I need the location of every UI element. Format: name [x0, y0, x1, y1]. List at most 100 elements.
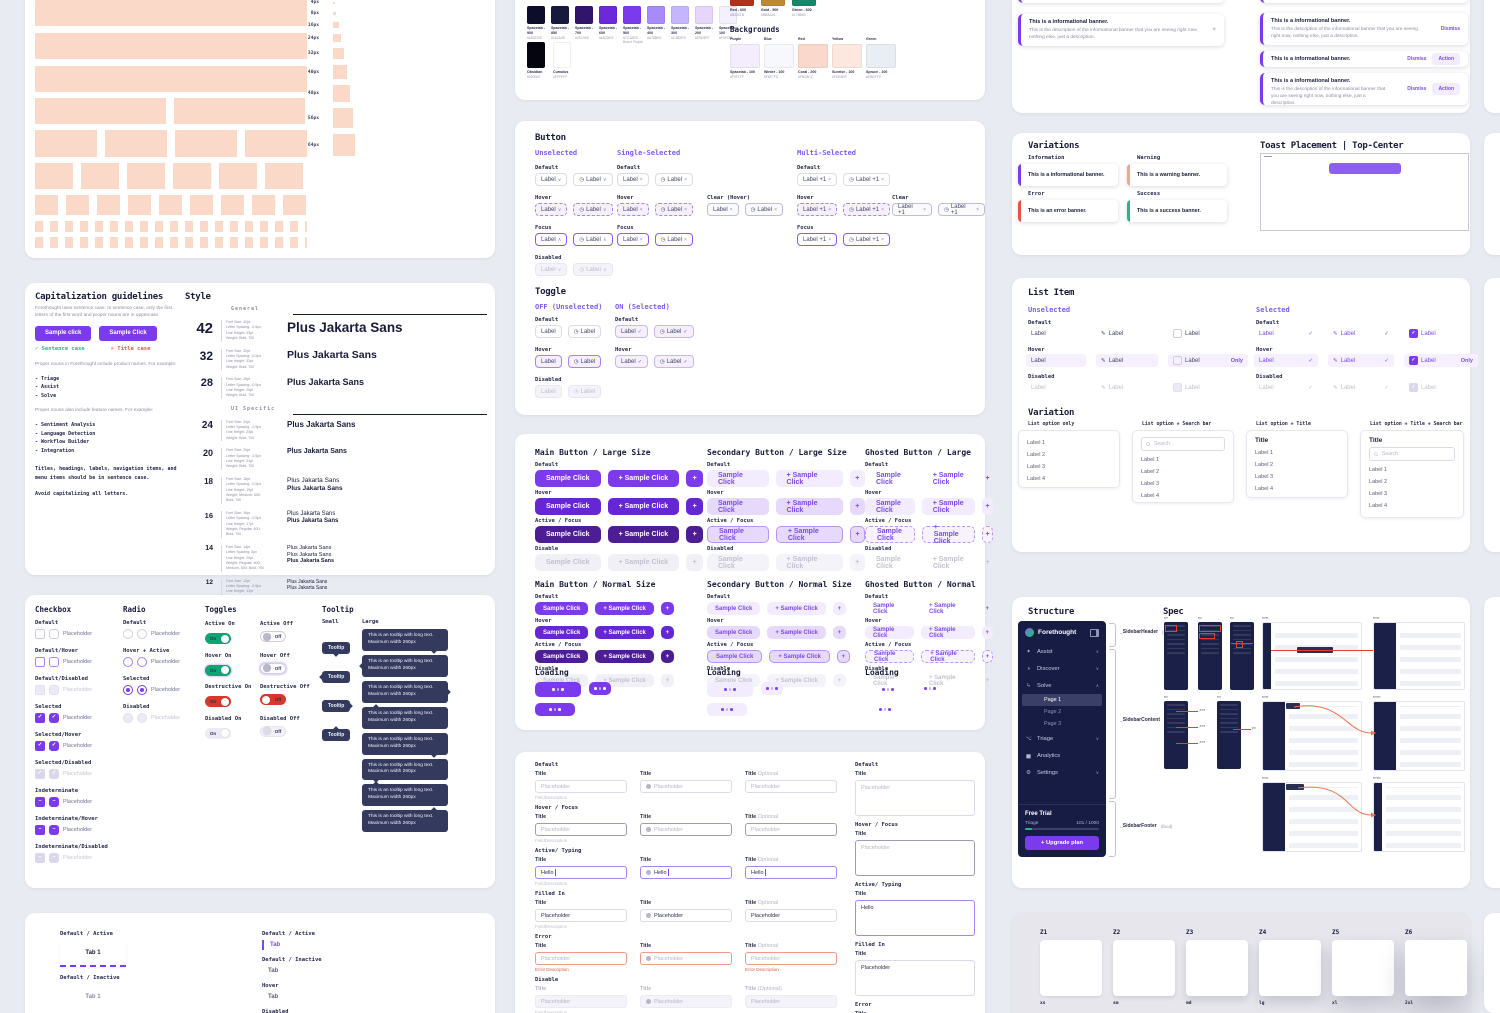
dismiss-link[interactable]: Dismiss — [1440, 26, 1460, 32]
filter-button[interactable]: Label × — [707, 203, 739, 216]
toggle-button[interactable]: ◷ Label ✓ — [653, 355, 694, 368]
sample-click-button[interactable]: Sample Click — [535, 526, 601, 543]
toggle[interactable]: Off — [260, 725, 286, 737]
checkbox[interactable]: ✓ — [35, 769, 45, 779]
toggle-button[interactable]: Label ✓ — [615, 355, 648, 368]
sidebar-page-item[interactable]: Page 2 — [1044, 709, 1062, 715]
add-sample-click-button[interactable]: + Sample Click — [607, 498, 680, 515]
sample-click-button[interactable]: Sample Click — [873, 602, 895, 615]
filter-button[interactable]: Label ∨ — [535, 173, 568, 186]
add-sample-click-button[interactable]: + Sample Click — [775, 498, 843, 515]
list-option[interactable]: Label 4 — [1369, 503, 1388, 509]
textarea[interactable]: Placeholder — [855, 780, 975, 816]
add-sample-click-button[interactable]: + Sample Click — [921, 650, 975, 663]
close-icon[interactable]: × — [639, 176, 643, 183]
plus-icon-button[interactable]: + — [985, 605, 990, 612]
sidebar-item[interactable]: ▅ Analytics — [1026, 752, 1061, 759]
radio-alt[interactable] — [137, 713, 147, 723]
radio-alt[interactable] — [137, 629, 147, 639]
add-sample-click-button[interactable]: + Sample Click — [932, 555, 964, 570]
checkbox[interactable]: – — [35, 853, 45, 863]
filter-button[interactable]: ◷ Label ∨ — [573, 203, 613, 216]
filter-button[interactable]: Label ∧ — [535, 233, 568, 246]
action-button[interactable]: Action — [1432, 83, 1460, 95]
plus-icon-button[interactable]: + — [982, 526, 993, 543]
only-link[interactable]: Only — [1230, 357, 1243, 364]
sample-click-button[interactable]: Sample Click — [707, 526, 769, 543]
filter-button[interactable]: Label ∨ — [535, 263, 568, 276]
filter-button[interactable]: ◷ Label +1 × — [843, 203, 891, 216]
search-input[interactable]: Search — [1369, 447, 1455, 461]
filter-button[interactable]: Label +1 × — [892, 203, 933, 216]
plus-icon-button[interactable]: + — [985, 475, 990, 482]
text-input-optional[interactable]: Hello — [745, 866, 837, 879]
close-icon[interactable]: × — [684, 176, 688, 183]
close-icon[interactable]: × — [729, 206, 733, 213]
text-input-optional[interactable]: Placeholder — [745, 995, 837, 1008]
textarea[interactable]: Hello — [855, 900, 975, 936]
list-item-selected[interactable]: Label ✓ — [1254, 354, 1318, 367]
sample-click-button[interactable]: Sample Click — [707, 602, 761, 615]
toggle[interactable]: Off — [260, 694, 286, 705]
add-sample-click-button[interactable]: + Sample Click — [767, 626, 826, 639]
filter-button[interactable]: Label × — [617, 173, 649, 186]
plus-icon-button[interactable]: + — [985, 559, 990, 566]
filter-button[interactable]: ◷ Label ∧ — [573, 233, 613, 246]
add-sample-click-button[interactable]: + Sample Click — [921, 524, 976, 545]
plus-icon-button[interactable]: + — [686, 470, 704, 487]
text-input-with-icon[interactable]: Placeholder — [640, 995, 732, 1008]
filter-button[interactable]: Label +1 × — [797, 203, 838, 216]
toggle-button[interactable]: Label ✓ — [615, 325, 648, 338]
close-icon[interactable]: × — [684, 206, 688, 213]
dismiss-link[interactable]: Dismiss — [1407, 86, 1427, 92]
toggle-button[interactable]: Label — [535, 385, 562, 398]
sidebar-page-item[interactable]: Page 1 — [1022, 694, 1102, 706]
checkbox-rounded[interactable] — [49, 629, 59, 639]
radio[interactable] — [123, 657, 133, 667]
toggle-button[interactable]: Label — [535, 325, 562, 338]
checkbox-rounded[interactable]: ✓ — [49, 713, 59, 723]
list-item[interactable]: Label✓ — [1031, 330, 1046, 337]
checkbox[interactable]: – — [35, 797, 45, 807]
close-icon[interactable]: × — [774, 206, 778, 213]
list-option[interactable]: Label 2 — [1369, 479, 1388, 485]
filter-button[interactable]: ◷ Label ∨ — [573, 263, 613, 276]
list-option[interactable]: Label 1 — [1369, 467, 1388, 473]
sample-click-button[interactable]: Sample Click — [535, 602, 589, 615]
list-item-edit[interactable]: ✎Label✓ — [1096, 354, 1158, 367]
text-input-with-icon[interactable]: Placeholder — [640, 823, 732, 836]
close-icon[interactable]: × — [828, 236, 832, 243]
text-input[interactable]: Placeholder — [535, 952, 627, 965]
add-sample-click-button[interactable]: + Sample Click — [775, 554, 843, 571]
filter-button[interactable]: ◷ Label × — [654, 203, 694, 216]
text-input[interactable]: Placeholder — [535, 909, 627, 922]
sample-click-button[interactable]: Sample Click — [707, 626, 761, 639]
checkbox[interactable] — [35, 685, 45, 695]
filter-button[interactable]: ◷ Label ∨ — [573, 173, 613, 186]
sample-click-button[interactable]: Sample Click — [865, 526, 915, 543]
plus-icon-button[interactable]: + — [981, 626, 993, 639]
sample-click-button-title-case[interactable]: Sample Click — [99, 325, 157, 341]
plus-icon-button[interactable]: + — [686, 554, 704, 571]
list-option[interactable]: Label 3 — [1141, 481, 1160, 487]
sample-click-button[interactable]: Sample Click — [707, 498, 769, 515]
radio-alt[interactable] — [137, 657, 147, 667]
list-option[interactable]: Label 2 — [1255, 462, 1274, 468]
text-input[interactable]: Hello — [535, 866, 627, 879]
toggle-button[interactable]: ◷ Label — [567, 355, 602, 368]
add-sample-click-button[interactable]: + Sample Click — [607, 554, 680, 571]
list-item-edit-selected[interactable]: ✎ Label ✓ — [1328, 354, 1394, 367]
filter-button[interactable]: ◷ Label +1 × — [938, 203, 985, 216]
close-icon[interactable]: × — [828, 176, 832, 183]
close-icon[interactable]: × — [881, 236, 885, 243]
list-option[interactable]: Label 1 — [1255, 450, 1274, 456]
checkbox-rounded[interactable]: – — [49, 797, 59, 807]
checkbox-rounded[interactable]: – — [49, 825, 59, 835]
text-input-with-icon[interactable]: Placeholder — [640, 780, 732, 793]
add-sample-click-button[interactable]: + Sample Click — [607, 526, 680, 543]
checkbox[interactable]: ✓ — [35, 741, 45, 751]
sample-click-button[interactable]: Sample Click — [873, 674, 895, 687]
text-input-with-icon[interactable]: Placeholder — [640, 952, 732, 965]
radio[interactable] — [123, 629, 133, 639]
